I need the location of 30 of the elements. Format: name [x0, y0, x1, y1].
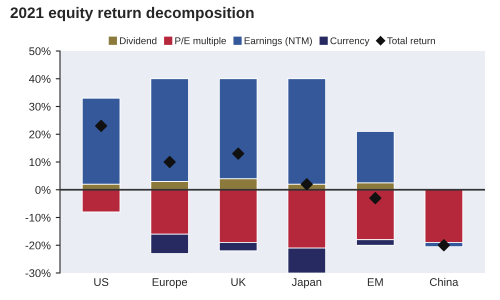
y-tick-label: -10% [26, 214, 51, 222]
point [438, 239, 450, 252]
y-tick-label: 30% [29, 102, 51, 111]
x-tick-label: EM [368, 278, 383, 286]
x-tick-label: Japan [292, 278, 322, 288]
y-tick-label: 20% [29, 130, 51, 138]
x-tick-label: US [94, 278, 108, 286]
chart-title: 2021 equity return decomposition [10, 6, 254, 22]
legend-label: Earnings (NTM) [244, 37, 312, 46]
y-tick-label: 40% [28, 75, 51, 83]
point [95, 120, 108, 132]
y-tick-label: 50% [29, 47, 51, 56]
legend-label: Total return [387, 37, 435, 44]
bar [82, 98, 120, 185]
y-tick-label: -30% [26, 269, 51, 278]
legend-label: Currency [330, 37, 370, 46]
x-tick-label: Europe [152, 278, 188, 288]
y-tick-label: 0% [35, 186, 51, 194]
y-tick-label: 10% [30, 158, 51, 166]
point [164, 156, 176, 168]
x-tick-label: China [430, 278, 458, 286]
x-tick-label: UK [231, 278, 246, 286]
y-tick-label: -20% [26, 242, 51, 250]
point [300, 178, 313, 190]
point [232, 148, 244, 160]
bar [288, 78, 326, 185]
legend-label: Dividend [120, 37, 156, 44]
legend-label: P/E multiple [175, 37, 226, 46]
point [369, 192, 382, 204]
bar [424, 189, 464, 243]
